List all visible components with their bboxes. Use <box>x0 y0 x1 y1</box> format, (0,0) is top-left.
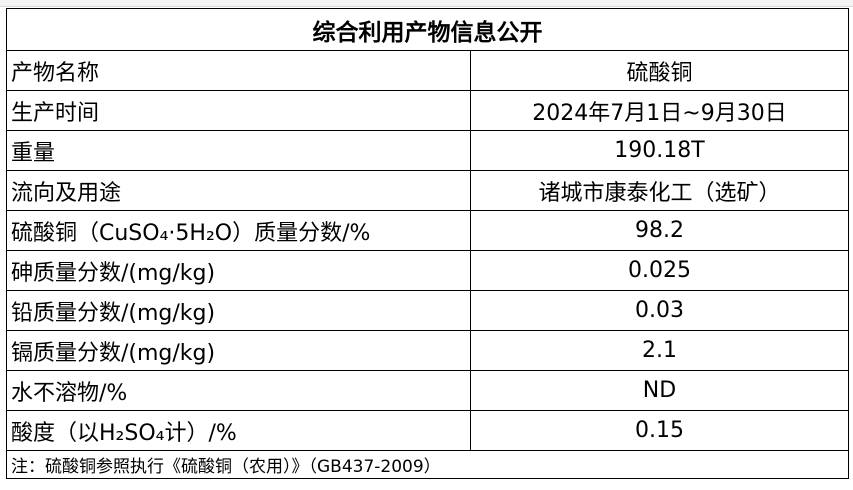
row-value: 2024年7月1日~9月30日 <box>470 90 849 131</box>
row-label: 流向及用途 <box>6 170 471 211</box>
table-row: 酸度（以H₂SO₄计）/% 0.15 <box>6 410 849 451</box>
row-value: 190.18T <box>470 130 849 171</box>
row-label: 重量 <box>6 130 471 171</box>
row-value: 0.15 <box>470 410 849 451</box>
row-value: 2.1 <box>470 330 849 371</box>
row-label: 镉质量分数/(mg/kg) <box>6 330 471 371</box>
title-row: 综合利用产物信息公开 <box>6 8 849 51</box>
table-row: 硫酸铜（CuSO₄·5H₂O）质量分数/% 98.2 <box>6 210 849 251</box>
row-label: 砷质量分数/(mg/kg) <box>6 250 471 291</box>
row-value: 硫酸铜 <box>470 50 849 91</box>
row-label: 产物名称 <box>6 50 471 91</box>
info-table: 综合利用产物信息公开 产物名称 硫酸铜 生产时间 2024年7月1日~9月30日 重量 1… <box>6 8 849 479</box>
table-row: 铅质量分数/(mg/kg) 0.03 <box>6 290 849 331</box>
table-row: 镉质量分数/(mg/kg) 2.1 <box>6 330 849 371</box>
row-value: 诸城市康泰化工（选矿） <box>470 170 849 211</box>
row-label: 铅质量分数/(mg/kg) <box>6 290 471 331</box>
window-bar <box>0 0 853 7</box>
note-row: 注：硫酸铜参照执行《硫酸铜（农用）》（GB437-2009） <box>6 450 849 479</box>
row-value: ND <box>470 370 849 411</box>
table-row: 流向及用途 诸城市康泰化工（选矿） <box>6 170 849 211</box>
table-title: 综合利用产物信息公开 <box>6 8 849 51</box>
table-row: 水不溶物/% ND <box>6 370 849 411</box>
row-label: 生产时间 <box>6 90 471 131</box>
table-row: 重量 190.18T <box>6 130 849 171</box>
row-value: 0.025 <box>470 250 849 291</box>
row-value: 98.2 <box>470 210 849 251</box>
note: 注：硫酸铜参照执行《硫酸铜（农用）》（GB437-2009） <box>6 450 849 479</box>
table-row: 砷质量分数/(mg/kg) 0.025 <box>6 250 849 291</box>
row-value: 0.03 <box>470 290 849 331</box>
table-row: 产物名称 硫酸铜 <box>6 50 849 91</box>
row-label: 酸度（以H₂SO₄计）/% <box>6 410 471 451</box>
row-label: 水不溶物/% <box>6 370 471 411</box>
row-label: 硫酸铜（CuSO₄·5H₂O）质量分数/% <box>6 210 471 251</box>
table-row: 生产时间 2024年7月1日~9月30日 <box>6 90 849 131</box>
